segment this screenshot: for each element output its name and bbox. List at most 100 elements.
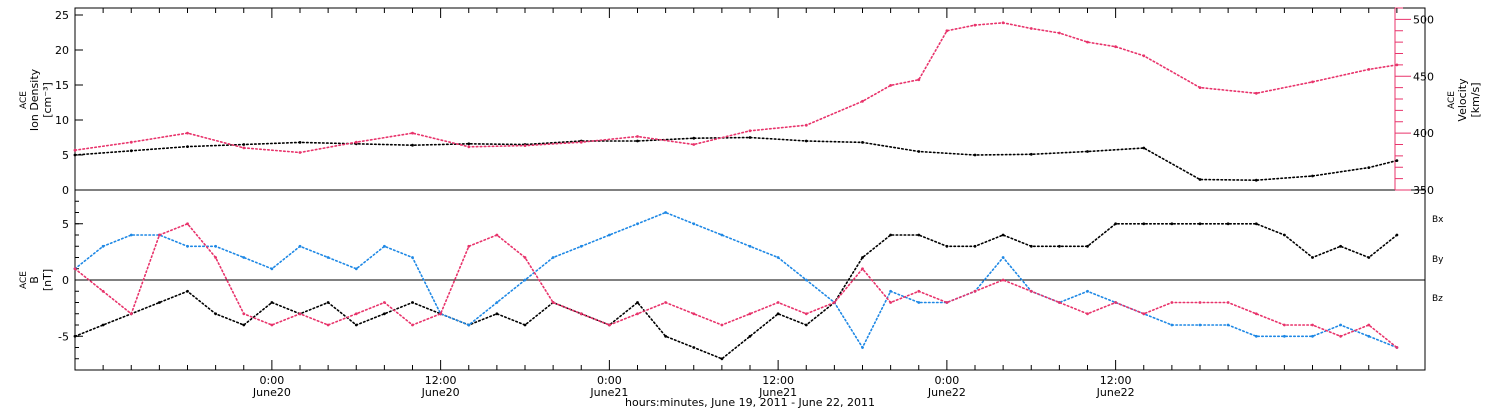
x-tick-time-label: 12:00 xyxy=(762,374,794,387)
series-velocity-point xyxy=(1114,45,1117,49)
series-velocity-point xyxy=(748,129,752,133)
series-by-point xyxy=(467,323,471,327)
series-by-point xyxy=(101,244,105,248)
right-ytick-label: 450 xyxy=(1413,70,1434,83)
top-ytick-label: 25 xyxy=(55,9,69,22)
series-bz-point xyxy=(186,222,189,226)
series-bz-point xyxy=(945,301,949,304)
series-bz-point xyxy=(636,312,639,316)
series-ion-density-point xyxy=(298,141,302,144)
series-by-point xyxy=(608,233,611,237)
series-bz-point xyxy=(354,312,358,316)
bottom-left-ylabel: ACE B [nT] xyxy=(19,269,54,291)
series-bz-line xyxy=(74,222,1398,349)
series-bx-point xyxy=(1395,233,1399,237)
x-tick-date-label: June22 xyxy=(927,386,966,399)
series-bz-point xyxy=(608,323,611,327)
series-bz-point xyxy=(1395,346,1399,349)
series-bz-point xyxy=(467,244,471,248)
x-tick-date-label: June21 xyxy=(758,386,797,399)
series-by-point xyxy=(1254,334,1258,338)
series-bx-point xyxy=(720,357,724,361)
series-by-point xyxy=(1311,334,1314,338)
series-bx-point xyxy=(664,334,667,338)
series-bx-point xyxy=(1311,256,1314,259)
series-bx-point xyxy=(1283,233,1286,237)
legend: Bx By Bz xyxy=(1432,215,1444,304)
series-bx-point xyxy=(1029,244,1033,248)
series-bz-point xyxy=(326,323,330,327)
series-velocity-point xyxy=(129,140,133,144)
series-ion-density-point xyxy=(1395,159,1399,163)
series-bx-point xyxy=(945,244,949,248)
series-ion-density-point xyxy=(636,139,639,143)
series-bz-point xyxy=(523,256,527,259)
series-velocity-point xyxy=(1254,91,1258,95)
series-bz-point xyxy=(298,312,302,316)
series-velocity-point xyxy=(298,151,302,154)
series-bx-point xyxy=(242,323,246,327)
series-bx-point xyxy=(861,256,864,259)
series-bz-point xyxy=(1367,323,1371,327)
right-ylabel-line2: Velocity xyxy=(1456,78,1469,122)
series-bz-point xyxy=(861,267,864,271)
series-by-point xyxy=(1226,323,1230,327)
series-by-point xyxy=(804,278,808,282)
series-bx-point xyxy=(776,312,780,316)
series-by-point xyxy=(776,256,780,259)
data-series xyxy=(73,21,1399,361)
x-tick-time-label: 0:00 xyxy=(260,374,285,387)
series-bx-point xyxy=(692,346,696,349)
series-bx-line xyxy=(74,223,1398,360)
series-bz-point xyxy=(242,312,246,316)
x-tick-date-label: June22 xyxy=(1096,386,1135,399)
x-tick-date-label: June20 xyxy=(421,386,460,399)
right-ytick-label: 350 xyxy=(1413,184,1434,197)
series-by-point xyxy=(186,244,189,248)
top-ylabel-line2: Ion Density xyxy=(28,68,41,131)
series-velocity-point xyxy=(1395,63,1399,67)
series-by-point xyxy=(889,289,892,293)
series-by-point xyxy=(1339,323,1342,327)
series-bx-point xyxy=(1254,222,1258,226)
series-by-point xyxy=(1170,323,1174,327)
series-ion-density-point xyxy=(973,153,977,157)
bottom-ylabel-line3: [nT] xyxy=(41,269,54,291)
series-velocity-point xyxy=(579,140,583,144)
series-bz-point xyxy=(439,312,442,316)
series-velocity-point xyxy=(636,135,639,138)
series-bx-point xyxy=(411,301,414,304)
bottom-ytick-label: 0 xyxy=(62,274,69,287)
series-bz-point xyxy=(158,233,161,237)
series-by-point xyxy=(664,211,667,214)
series-by-point xyxy=(748,244,752,248)
series-bx-point xyxy=(1339,244,1342,248)
legend-by: By xyxy=(1432,255,1444,265)
axes: 0510152025350400450500-5050:00June2012:0… xyxy=(55,7,1434,399)
series-velocity-point xyxy=(1029,27,1033,30)
series-by-point xyxy=(917,301,921,304)
series-bx-point xyxy=(917,233,921,237)
series-velocity-point xyxy=(804,123,808,127)
series-bx-point xyxy=(186,289,189,293)
series-bz-point xyxy=(776,301,780,304)
top-ytick-label: 20 xyxy=(55,44,69,57)
bottom-ytick-label: -5 xyxy=(58,330,69,343)
series-velocity-point xyxy=(73,148,77,152)
series-velocity-point xyxy=(945,29,949,33)
series-bx-point xyxy=(523,323,527,327)
series-bx-point xyxy=(73,334,77,338)
series-velocity-point xyxy=(186,131,189,135)
series-bx-point xyxy=(354,323,358,327)
series-bz-point xyxy=(720,323,724,327)
series-by-point xyxy=(270,267,274,271)
series-by-point xyxy=(861,346,864,349)
series-by-point xyxy=(1086,289,1089,293)
series-ion-density-point xyxy=(1198,178,1202,181)
series-ion-density-point xyxy=(73,153,77,157)
series-ion-density-point xyxy=(1254,178,1258,182)
top-ylabel-line3: [cm⁻³] xyxy=(41,82,54,118)
series-bx-point xyxy=(270,301,274,304)
series-bz-point xyxy=(1198,301,1202,304)
legend-bx: Bx xyxy=(1432,215,1444,225)
